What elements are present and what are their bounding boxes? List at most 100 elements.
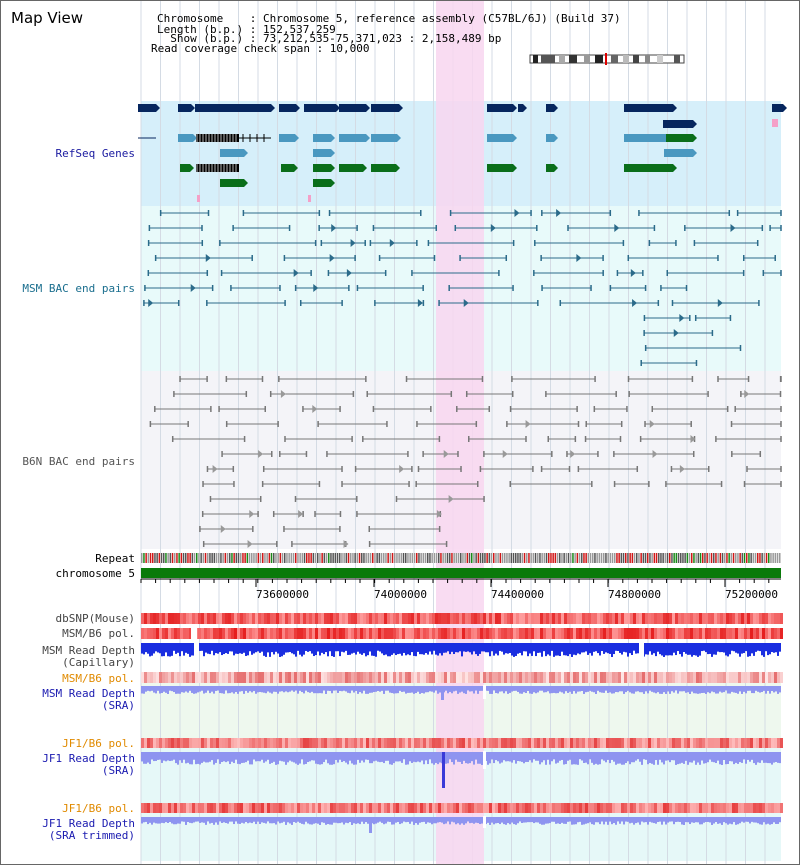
- polymorphism-cell: [237, 628, 240, 639]
- read-depth-bar: [633, 752, 635, 763]
- read-depth-bar: [233, 752, 235, 764]
- polymorphism-cell: [681, 613, 684, 624]
- read-depth-bar: [251, 752, 253, 765]
- read-depth-bar: [283, 686, 285, 693]
- repeat-element: [290, 553, 293, 563]
- read-depth-bar: [427, 817, 429, 823]
- selected-region-highlight[interactable]: [436, 1, 484, 864]
- polymorphism-cell: [414, 738, 417, 748]
- polymorphism-cell: [489, 738, 492, 748]
- polymorphism-cell: [579, 672, 582, 683]
- polymorphism-cell: [312, 738, 315, 748]
- repeat-element: [429, 553, 431, 563]
- polymorphism-cell: [486, 672, 489, 683]
- msm-b6-pol-label[interactable]: MSM/B6 pol.: [62, 627, 135, 640]
- gene-arrow: [554, 104, 558, 112]
- read-depth-bar: [539, 643, 541, 653]
- repeat-element: [662, 553, 664, 563]
- read-depth-bar: [433, 643, 435, 651]
- read-depth-bar: [657, 817, 659, 823]
- read-depth-bar: [413, 817, 415, 825]
- msm-read-depth-capillary-label[interactable]: MSM Read Depth: [42, 644, 135, 657]
- read-depth-bar: [307, 643, 309, 652]
- read-depth-bar: [431, 686, 433, 692]
- read-depth-bar: [487, 817, 489, 823]
- read-depth-bar: [669, 686, 671, 694]
- polymorphism-cell: [594, 613, 597, 624]
- dbsnp-label[interactable]: dbSNP(Mouse): [55, 612, 135, 625]
- polymorphism-cell: [429, 613, 432, 624]
- refseq-genes-label[interactable]: RefSeq Genes: [55, 147, 135, 160]
- polymorphism-cell: [339, 613, 342, 624]
- jf1-b6-pol-trimmed-label[interactable]: JF1/B6 pol.: [62, 802, 135, 815]
- read-depth-bar: [733, 686, 735, 693]
- polymorphism-cell: [324, 613, 327, 624]
- msm-bac-label[interactable]: MSM BAC end pairs: [22, 282, 135, 295]
- polymorphism-cell: [537, 672, 540, 683]
- polymorphism-cell: [651, 613, 654, 624]
- b6n-bac-label[interactable]: B6N BAC end pairs: [22, 455, 135, 468]
- repeat-element: [653, 553, 656, 563]
- polymorphism-cell: [327, 628, 330, 639]
- read-depth-bar: [461, 752, 463, 764]
- polymorphism-cell: [603, 613, 606, 624]
- repeat-element: [358, 553, 361, 563]
- polymorphism-cell: [330, 738, 333, 748]
- gene-feature: [772, 104, 783, 112]
- polymorphism-cell: [573, 613, 576, 624]
- repeat-element: [367, 553, 370, 563]
- read-depth-bar: [379, 643, 381, 652]
- read-depth-bar: [599, 752, 601, 765]
- read-depth-bar: [155, 817, 157, 824]
- read-depth-bar: [629, 686, 631, 693]
- polymorphism-cell: [597, 613, 600, 624]
- polymorphism-cell: [549, 803, 552, 813]
- polymorphism-cell: [480, 738, 483, 748]
- polymorphism-cell: [777, 613, 780, 624]
- polymorphism-cell: [735, 738, 738, 748]
- read-depth-bar: [569, 643, 571, 655]
- read-depth-bar: [311, 643, 313, 654]
- read-depth-bar: [691, 752, 693, 763]
- polymorphism-cell: [582, 738, 585, 748]
- polymorphism-cell: [624, 803, 627, 813]
- repeat-element: [735, 553, 737, 563]
- read-depth-bar: [273, 817, 275, 824]
- read-depth-bar: [357, 752, 359, 760]
- read-depth-bar: [297, 752, 299, 765]
- polymorphism-cell: [741, 613, 744, 624]
- read-depth-bar: [721, 686, 723, 693]
- jf1-read-depth-label[interactable]: JF1 Read Depth: [42, 752, 135, 765]
- repeat-element: [163, 553, 165, 563]
- read-depth-bar: [215, 752, 217, 763]
- read-depth-bar: [429, 643, 431, 652]
- jf1-sra-sublabel: (SRA): [101, 764, 135, 777]
- polymorphism-cell: [405, 738, 408, 748]
- read-depth-bar: [769, 752, 771, 764]
- read-depth-bar: [751, 817, 753, 822]
- repeat-element: [730, 553, 733, 563]
- repeat-element: [636, 553, 638, 563]
- polymorphism-cell: [720, 803, 723, 813]
- repeat-element: [526, 553, 528, 563]
- repeat-element: [761, 553, 763, 563]
- msm-b6-pol-sra-label[interactable]: MSM/B6 pol.: [62, 672, 135, 685]
- chromosome-ideogram[interactable]: [529, 53, 689, 65]
- repeat-element: [746, 553, 748, 563]
- polymorphism-cell: [582, 803, 585, 813]
- msm-read-depth-sra-label[interactable]: MSM Read Depth: [42, 687, 135, 700]
- read-depth-bar: [469, 752, 471, 764]
- read-depth-bar: [323, 817, 325, 823]
- jf1-b6-pol-label[interactable]: JF1/B6 pol.: [62, 737, 135, 750]
- jf1-read-depth-trimmed-label[interactable]: JF1 Read Depth: [42, 817, 135, 830]
- polymorphism-cell: [720, 613, 723, 624]
- read-depth-bar: [147, 752, 149, 763]
- polymorphism-cell: [315, 738, 318, 748]
- read-depth-bar: [553, 752, 555, 760]
- read-depth-bar: [409, 643, 411, 656]
- read-depth-bar: [289, 752, 291, 761]
- read-depth-bar: [213, 686, 215, 694]
- read-depth-bar: [423, 686, 425, 694]
- polymorphism-cell: [588, 803, 591, 813]
